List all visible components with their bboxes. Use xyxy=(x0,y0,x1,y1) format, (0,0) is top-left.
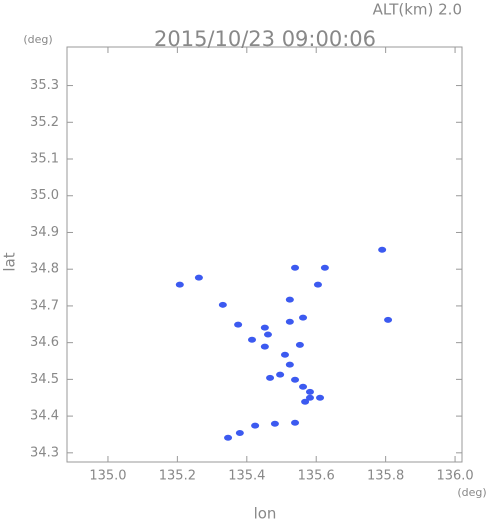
echo xyxy=(285,361,294,368)
y-axis-label: lat xyxy=(1,252,19,271)
echo xyxy=(251,422,260,429)
y-tick-label: 35.2 xyxy=(30,115,59,130)
x-tick-label: 135.6 xyxy=(298,469,335,484)
echo xyxy=(291,419,300,426)
echo xyxy=(291,264,300,271)
echo xyxy=(218,301,227,308)
x-tick-label: 135.8 xyxy=(367,469,404,484)
y-tick-label: 34.5 xyxy=(30,372,59,387)
echo xyxy=(299,314,308,321)
echo xyxy=(270,420,279,427)
y-tick-label: 35.1 xyxy=(30,152,59,167)
echo xyxy=(285,318,294,325)
echo xyxy=(280,351,289,358)
echo xyxy=(301,398,310,405)
echo xyxy=(235,429,244,436)
echo xyxy=(276,371,285,378)
x-tick-label: 136.0 xyxy=(436,469,473,484)
y-unit: (deg) xyxy=(23,33,52,46)
echo xyxy=(378,246,387,253)
x-unit: (deg) xyxy=(457,486,486,499)
echo xyxy=(266,374,275,381)
subtitle: ALT(km) 2.0 xyxy=(373,1,462,19)
echo xyxy=(194,274,203,281)
plot-frame xyxy=(66,46,463,463)
y-tick-label: 35.0 xyxy=(30,188,59,203)
echo xyxy=(313,281,322,288)
echo xyxy=(384,316,393,323)
echo xyxy=(291,376,300,383)
x-tick-label: 135.2 xyxy=(159,469,196,484)
y-tick-label: 34.7 xyxy=(30,298,59,313)
echo xyxy=(175,281,184,288)
echo xyxy=(248,336,257,343)
echo xyxy=(320,264,329,271)
y-tick-label: 34.4 xyxy=(30,409,59,424)
x-axis-label: lon xyxy=(254,505,277,522)
echo xyxy=(224,434,233,441)
echo xyxy=(316,394,325,401)
y-tick-label: 34.9 xyxy=(30,225,59,240)
echo xyxy=(285,296,294,303)
y-tick-label: 35.3 xyxy=(30,78,59,93)
y-tick-label: 34.6 xyxy=(30,335,59,350)
y-tick-label: 34.3 xyxy=(30,445,59,460)
echo xyxy=(260,343,269,350)
echo xyxy=(299,383,308,390)
echo xyxy=(234,321,243,328)
chart-title: 2015/10/23 09:00:06 xyxy=(154,27,376,51)
y-tick-label: 34.8 xyxy=(30,262,59,277)
echo xyxy=(260,324,269,331)
x-tick-label: 135.4 xyxy=(228,469,265,484)
echo xyxy=(305,394,314,401)
x-tick-label: 135.0 xyxy=(89,469,126,484)
echo xyxy=(295,341,304,348)
echo xyxy=(263,331,272,338)
echo xyxy=(305,388,314,395)
